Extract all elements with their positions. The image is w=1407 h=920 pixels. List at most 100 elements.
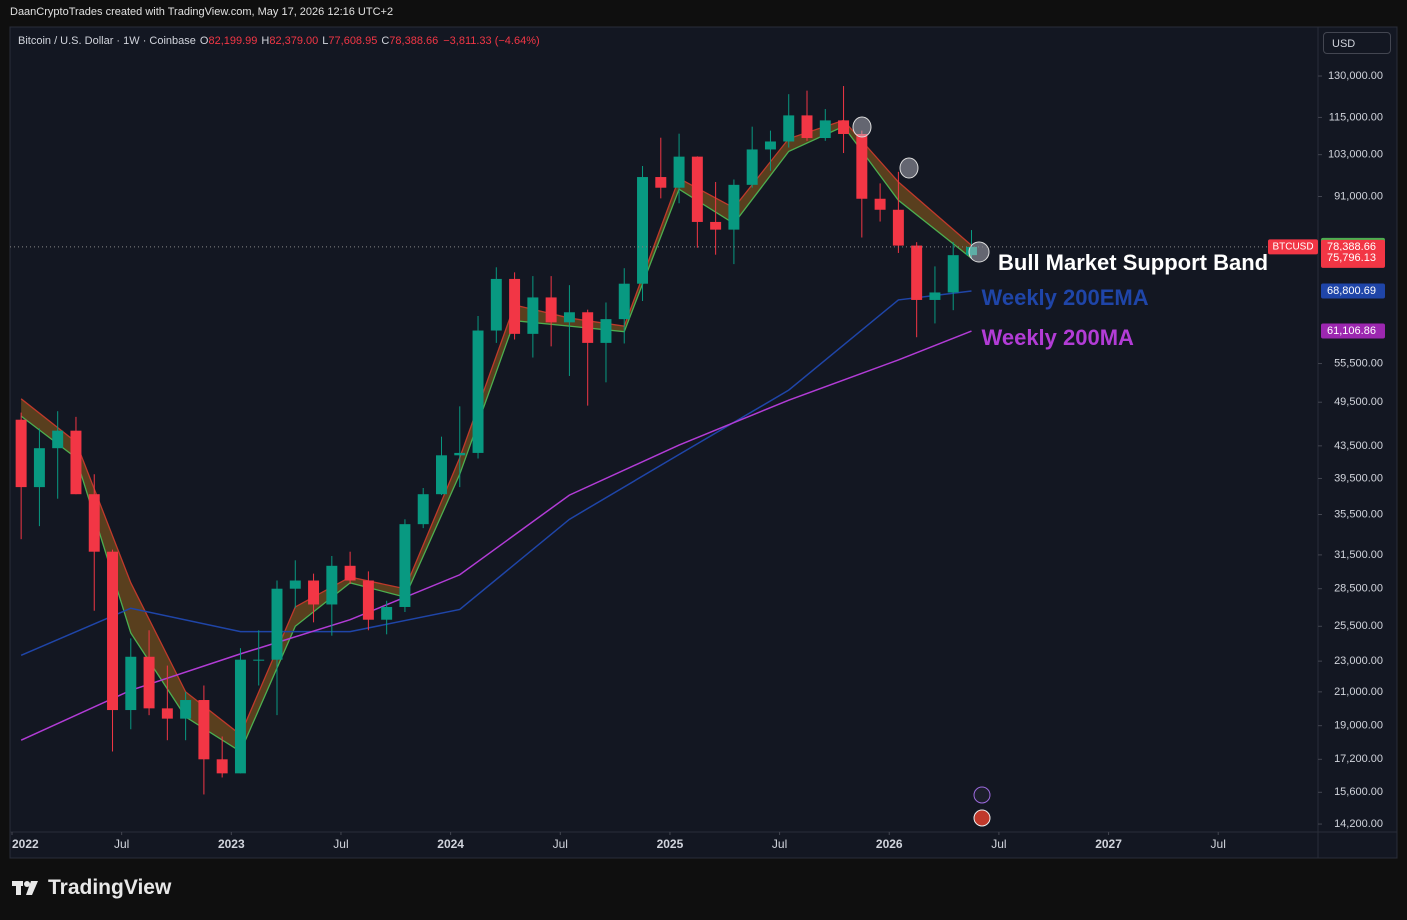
ohlc-value: 77,608.95 [328,35,378,47]
candle-body [746,149,758,185]
candle-body [618,283,630,320]
candle-body [289,580,301,589]
candle-body [892,209,904,246]
ohlc-value: 78,388.66 [389,35,439,47]
candle-body [819,120,831,139]
x-tick-label: 2026 [876,837,903,851]
candle-body [673,156,685,188]
price-tag-label: 61,106.86 [1327,325,1376,337]
candle-body [454,452,466,456]
candle-body [600,319,612,343]
ohlc-key: L [322,35,329,47]
x-tick-label: Jul [991,837,1006,851]
ohlc-key: H [261,35,270,47]
candle-body [728,184,740,230]
x-tick-label: 2023 [218,837,245,851]
y-tick-label: 31,500.00 [1334,549,1383,561]
candle-body [783,115,795,142]
line-annotation: Weekly 200MA [981,325,1134,350]
candle-body [801,115,813,139]
symbol-tag-label: BTCUSD [1272,242,1313,253]
y-tick-label: 35,500.00 [1334,508,1383,520]
candle-body [399,524,411,607]
candle-body [545,297,557,323]
candle-body [691,156,703,222]
x-tick-label: 2024 [437,837,464,851]
x-tick-label: Jul [333,837,348,851]
brand-name: TradingView [48,876,172,899]
y-tick-label: 21,000.00 [1334,686,1383,698]
price-tag [1321,323,1385,339]
candle-body [874,198,886,210]
candle-body [563,312,575,323]
symbol-header: Bitcoin / U.S. Dollar · 1W · Coinbase O82… [18,35,540,47]
candle-body [52,430,64,449]
candle-body [198,700,210,760]
candle-body [271,588,283,660]
line-series [20,119,972,736]
event-icon[interactable] [973,809,991,827]
x-tick-label: Jul [1211,837,1226,851]
event-icon[interactable] [973,786,991,804]
y-tick-label: 49,500.00 [1334,396,1383,408]
line-series [20,330,972,741]
x-tick-label: Jul [553,837,568,851]
y-tick-label: 25,500.00 [1334,620,1383,632]
candle-body [436,455,447,495]
y-tick-label: 39,500.00 [1334,472,1383,484]
candle-body [929,292,941,300]
candle-body [947,255,959,293]
candle-body [911,245,923,300]
candle-body [362,580,374,620]
x-tick-label: 2027 [1095,837,1122,851]
candle-body [838,120,850,134]
candle-body [710,221,722,230]
candle-body [417,494,429,525]
line-series [20,290,972,657]
candle-body [107,551,119,711]
candle-body [856,133,868,199]
y-tick-label: 28,500.00 [1334,583,1383,595]
y-tick-label: 15,600.00 [1334,786,1383,798]
brand-logo [12,881,38,895]
y-tick-label: 115,000.00 [1329,111,1383,123]
candle-body [655,177,667,188]
highlight-circle [968,241,990,263]
symbol-title: Bitcoin / U.S. Dollar · 1W · Coinbase [18,35,196,47]
y-tick-label: 103,000.00 [1328,149,1383,161]
y-tick-label: 91,000.00 [1334,190,1383,202]
currency-button[interactable]: USD [1323,32,1391,54]
candle-body [70,430,82,495]
plot [15,86,977,795]
candle-body [234,659,246,774]
candle-body [582,312,594,343]
candle-body [344,565,356,581]
y-tick-label: 23,000.00 [1334,655,1383,667]
candle-body [180,700,192,719]
top-bar: DaanCryptoTrades created with TradingVie… [10,6,394,18]
x-tick-label: 2025 [657,837,684,851]
y-tick-label: 14,200.00 [1334,818,1383,830]
highlight-circle [899,157,919,179]
line-series [20,125,972,753]
ohlc-value: 82,379.00 [269,35,319,47]
price-tag-label: 68,800.69 [1327,285,1376,297]
x-tick-label: 2022 [12,837,39,851]
price-tag-label: 75,796.13 [1327,252,1376,264]
candle-body [253,659,265,661]
brand: TradingView [12,876,171,900]
candle-body [381,606,393,620]
candle-body [490,278,502,331]
candle-body [509,278,521,334]
y-tick-label: 130,000.00 [1328,70,1383,82]
candle-body [15,419,27,488]
candle-body [216,759,228,774]
line-annotation: Weekly 200EMA [981,285,1148,310]
x-tick-label: Jul [772,837,787,851]
candle-body [143,656,155,709]
candle-body [161,708,173,719]
band-annotation: Bull Market Support Band [998,250,1268,275]
symbol-tag [1268,239,1318,255]
candle-body [764,141,776,150]
candle-body [125,656,137,711]
